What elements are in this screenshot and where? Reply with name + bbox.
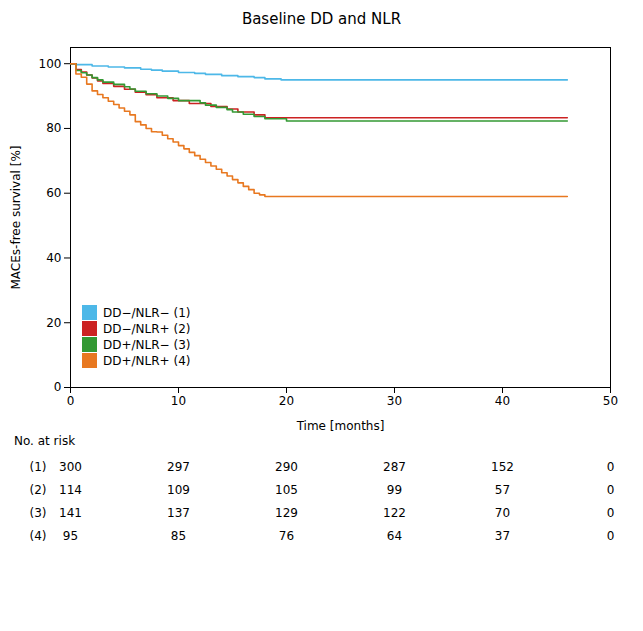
svg-text:76: 76: [279, 529, 294, 543]
svg-text:30: 30: [387, 394, 402, 408]
html-text:No. at risk: No. at risk: [14, 434, 76, 448]
svg-text:109: 109: [167, 483, 190, 497]
svg-text:137: 137: [167, 506, 190, 520]
svg-text:20: 20: [46, 316, 61, 330]
svg-text:40: 40: [46, 251, 61, 265]
svg-text:(4): (4): [30, 529, 47, 543]
svg-text:80: 80: [46, 121, 61, 135]
svg-text:290: 290: [275, 460, 298, 474]
svg-text:10: 10: [171, 394, 186, 408]
svg-text:122: 122: [383, 506, 406, 520]
svg-text:152: 152: [491, 460, 514, 474]
svg-text:95: 95: [63, 529, 78, 543]
html-text:DD+/NLR+ (4): DD+/NLR+ (4): [103, 353, 191, 368]
svg-text:60: 60: [46, 186, 61, 200]
svg-text:(1): (1): [30, 460, 47, 474]
svg-text:287: 287: [383, 460, 406, 474]
svg-text:0: 0: [607, 483, 615, 497]
svg-text:(2): (2): [30, 483, 47, 497]
svg-text:MACEs-free survival [%]: MACEs-free survival [%]: [9, 146, 23, 290]
svg-text:0: 0: [67, 394, 75, 408]
html-text:Baseline DD and NLR: Baseline DD and NLR: [241, 10, 402, 28]
svg-text:114: 114: [59, 483, 82, 497]
svg-text:141: 141: [59, 506, 82, 520]
svg-text:0: 0: [54, 380, 62, 394]
svg-text:64: 64: [387, 529, 402, 543]
svg-text:99: 99: [387, 483, 402, 497]
svg-text:0: 0: [607, 529, 615, 543]
html-text:DD+/NLR− (3): DD+/NLR− (3): [103, 337, 191, 352]
svg-text:Time [months]: Time [months]: [296, 419, 385, 433]
svg-text:297: 297: [167, 460, 190, 474]
html-text:DD−/NLR− (1): DD−/NLR− (1): [103, 305, 191, 320]
svg-text:50: 50: [603, 394, 618, 408]
svg-text:105: 105: [275, 483, 298, 497]
svg-text:100: 100: [39, 57, 62, 71]
html-text:DD−/NLR+ (2): DD−/NLR+ (2): [103, 321, 191, 336]
svg-text:20: 20: [279, 394, 294, 408]
svg-text:0: 0: [607, 460, 615, 474]
svg-text:300: 300: [59, 460, 82, 474]
svg-text:40: 40: [495, 394, 510, 408]
svg-text:129: 129: [275, 506, 298, 520]
svg-text:(3): (3): [30, 506, 47, 520]
svg-text:0: 0: [607, 506, 615, 520]
svg-text:57: 57: [495, 483, 510, 497]
svg-text:37: 37: [495, 529, 510, 543]
svg-text:85: 85: [171, 529, 186, 543]
svg-text:70: 70: [495, 506, 510, 520]
